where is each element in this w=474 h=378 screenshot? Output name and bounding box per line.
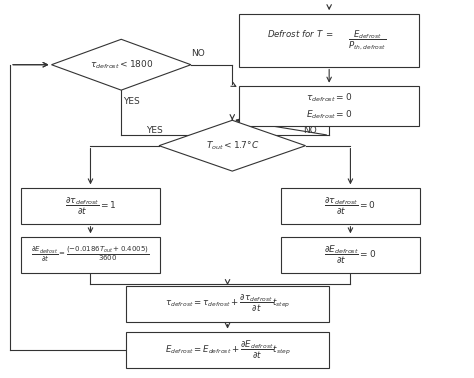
Bar <box>21 237 160 273</box>
Text: $\dfrac{E_{defrost}}{P_{th,defrost}}$: $\dfrac{E_{defrost}}{P_{th,defrost}}$ <box>348 28 386 52</box>
Bar <box>126 332 329 368</box>
Text: $\tau_{defrost} = \tau_{defrost} + \dfrac{\partial \tau_{defrost}}{\partial t} t: $\tau_{defrost} = \tau_{defrost} + \dfra… <box>165 293 290 314</box>
Text: $T_{out} < 1.7\degree C$: $T_{out} < 1.7\degree C$ <box>206 139 259 152</box>
Polygon shape <box>52 39 191 90</box>
Text: $\dfrac{\partial \tau_{defrost}}{\partial t} = 1$: $\dfrac{\partial \tau_{defrost}}{\partia… <box>64 195 116 217</box>
Text: $E_{defrost} = 0$: $E_{defrost} = 0$ <box>306 108 352 121</box>
Text: NO: NO <box>191 49 205 58</box>
Text: $\dfrac{\partial E_{defrost}}{\partial t} = 0$: $\dfrac{\partial E_{defrost}}{\partial t… <box>324 244 376 266</box>
Text: $\tau_{defrost} = 0$: $\tau_{defrost} = 0$ <box>306 91 352 104</box>
Text: $E_{defrost} = E_{defrost} + \dfrac{\partial E_{defrost}}{\partial t} t_{step}$: $E_{defrost} = E_{defrost} + \dfrac{\par… <box>164 339 291 361</box>
Text: $\mathit{Defrost}\ \mathit{for}\ T\ =$: $\mathit{Defrost}\ \mathit{for}\ T\ =$ <box>267 28 334 39</box>
Bar <box>281 188 420 224</box>
Bar <box>239 14 419 67</box>
Bar <box>239 87 419 126</box>
Bar <box>21 188 160 224</box>
Text: $\dfrac{\partial E_{defrost}}{\partial t} = \dfrac{(-0.0186T_{out}+0.4005)}{3600: $\dfrac{\partial E_{defrost}}{\partial t… <box>31 245 150 265</box>
Bar <box>281 237 420 273</box>
Text: NO: NO <box>303 126 317 135</box>
Text: $\tau_{defrost} < 1800$: $\tau_{defrost} < 1800$ <box>90 59 153 71</box>
Polygon shape <box>159 120 306 171</box>
Text: YES: YES <box>123 97 140 106</box>
Bar <box>126 286 329 322</box>
Text: $\dfrac{\partial \tau_{defrost}}{\partial t} = 0$: $\dfrac{\partial \tau_{defrost}}{\partia… <box>325 195 376 217</box>
Text: YES: YES <box>146 126 163 135</box>
